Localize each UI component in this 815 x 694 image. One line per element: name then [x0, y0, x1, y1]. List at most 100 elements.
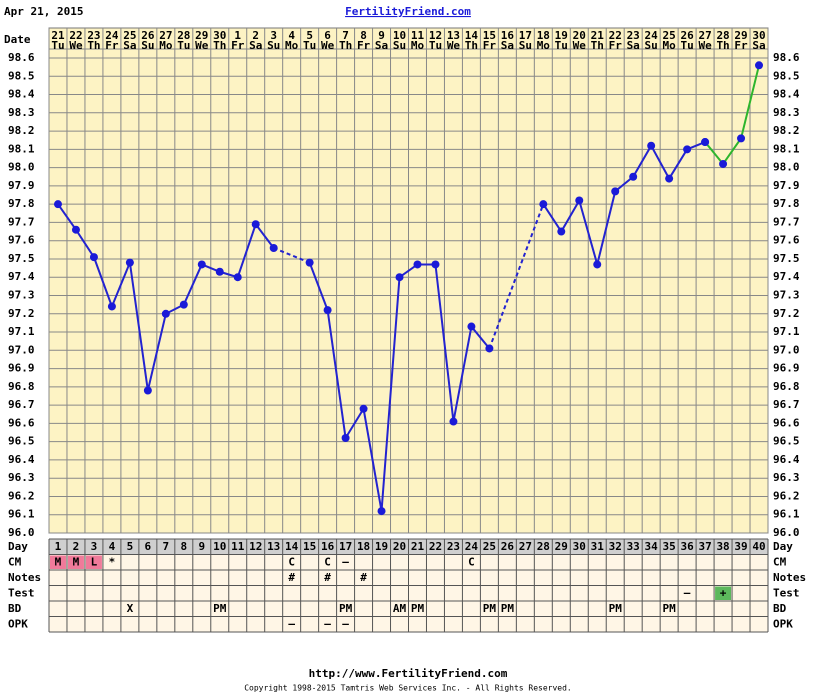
- y-tick-label-right: 97.7: [773, 215, 800, 228]
- chart-date: Apr 21, 2015: [4, 5, 83, 18]
- cell-text: X: [127, 602, 134, 615]
- row-label-right: CM: [773, 555, 787, 568]
- day-number: 34: [645, 540, 659, 553]
- date-label: 18: [537, 29, 550, 42]
- day-number: 13: [267, 540, 280, 553]
- cell-text: PM: [411, 602, 425, 615]
- cell-text: +: [720, 586, 727, 599]
- y-tick-label-right: 98.5: [773, 69, 800, 82]
- day-number: 7: [163, 540, 170, 553]
- day-number: 23: [447, 540, 460, 553]
- weekday-label: We: [573, 39, 587, 52]
- temp-point: [107, 302, 116, 311]
- cell-text: AM: [393, 602, 407, 615]
- y-tick-label: 97.5: [8, 252, 35, 265]
- cell-text: L: [91, 555, 98, 568]
- date-label: 1: [234, 29, 241, 42]
- weekday-label: Su: [267, 39, 280, 52]
- day-number: 39: [734, 540, 747, 553]
- y-tick-label-right: 97.8: [773, 197, 800, 210]
- date-label: 30: [213, 29, 226, 42]
- y-tick-label: 97.9: [8, 179, 35, 192]
- day-number: 21: [411, 540, 425, 553]
- day-number: 10: [213, 540, 226, 553]
- cell-text: C: [468, 555, 475, 568]
- site-title[interactable]: FertilityFriend.com: [345, 5, 471, 18]
- y-tick-label: 97.7: [8, 215, 35, 228]
- temp-point: [485, 344, 494, 353]
- y-tick-label: 96.5: [8, 435, 35, 448]
- weekday-label: Tu: [429, 39, 442, 52]
- date-label: 4: [288, 29, 295, 42]
- weekday-label: Su: [645, 39, 658, 52]
- y-tick-label: 96.6: [8, 416, 35, 429]
- weekday-label: Th: [716, 39, 729, 52]
- y-tick-label: 97.0: [8, 343, 35, 356]
- day-number: 35: [663, 540, 676, 553]
- date-label: 26: [680, 29, 694, 42]
- temp-point: [755, 61, 764, 70]
- date-label: 10: [393, 29, 406, 42]
- temp-point: [251, 220, 260, 229]
- date-label: 21: [591, 29, 605, 42]
- y-tick-label: 96.9: [8, 362, 35, 375]
- y-tick-label: 98.0: [8, 161, 35, 174]
- weekday-label: We: [195, 39, 209, 52]
- temp-point: [467, 322, 476, 331]
- weekday-label: Sa: [375, 39, 388, 52]
- row-label: Test: [8, 586, 35, 599]
- weekday-label: Fr: [609, 39, 623, 52]
- cell-text: C: [324, 555, 331, 568]
- date-label: 3: [270, 29, 277, 42]
- weekday-label: Mo: [663, 39, 677, 52]
- y-tick-label-right: 96.2: [773, 489, 800, 502]
- day-number: 5: [127, 540, 134, 553]
- temp-point: [305, 258, 314, 267]
- temp-point: [701, 138, 710, 147]
- date-label: 21: [51, 29, 65, 42]
- y-tick-label: 97.6: [8, 234, 35, 247]
- day-number: 27: [519, 540, 532, 553]
- y-tick-label-right: 96.9: [773, 362, 800, 375]
- day-number: 24: [465, 540, 479, 553]
- cell-highlight: [67, 555, 84, 569]
- date-label: 5: [306, 29, 313, 42]
- temp-point: [359, 404, 368, 413]
- cell-highlight: [715, 586, 732, 600]
- y-tick-label-right: 98.0: [773, 161, 800, 174]
- weekday-label: Sa: [123, 39, 136, 52]
- cell-text: #: [360, 571, 367, 584]
- day-label: Day: [8, 540, 28, 553]
- day-number: 19: [375, 540, 388, 553]
- y-tick-label-right: 96.8: [773, 380, 800, 393]
- y-tick-label-right: 97.1: [773, 325, 800, 338]
- day-number: 20: [393, 540, 406, 553]
- y-tick-label-right: 96.1: [773, 508, 800, 521]
- temp-point: [233, 273, 242, 282]
- site-link[interactable]: FertilityFriend.com: [345, 5, 471, 18]
- temp-point: [719, 159, 728, 168]
- y-tick-label: 98.5: [8, 69, 35, 82]
- cell-text: M: [73, 555, 80, 568]
- weekday-label: Mo: [159, 39, 173, 52]
- cell-highlight: [85, 555, 102, 569]
- y-tick-label: 98.6: [8, 51, 35, 64]
- y-tick-label: 98.1: [8, 142, 35, 155]
- weekday-label: Fr: [357, 39, 371, 52]
- row-label: CM: [8, 555, 22, 568]
- day-label-right: Day: [773, 540, 793, 553]
- weekday-label: Th: [339, 39, 352, 52]
- day-number: 33: [627, 540, 640, 553]
- day-number: 28: [537, 540, 550, 553]
- date-label: 11: [411, 29, 425, 42]
- temp-point: [179, 300, 188, 309]
- footer-copyright: Copyright 1998-2015 Tamtris Web Services…: [244, 684, 572, 693]
- temp-point: [647, 141, 656, 150]
- weekday-label: Tu: [680, 39, 693, 52]
- day-number: 9: [198, 540, 205, 553]
- weekday-label: We: [321, 39, 335, 52]
- temp-point: [89, 253, 98, 262]
- weekday-label: Sa: [627, 39, 640, 52]
- temp-point: [323, 306, 332, 315]
